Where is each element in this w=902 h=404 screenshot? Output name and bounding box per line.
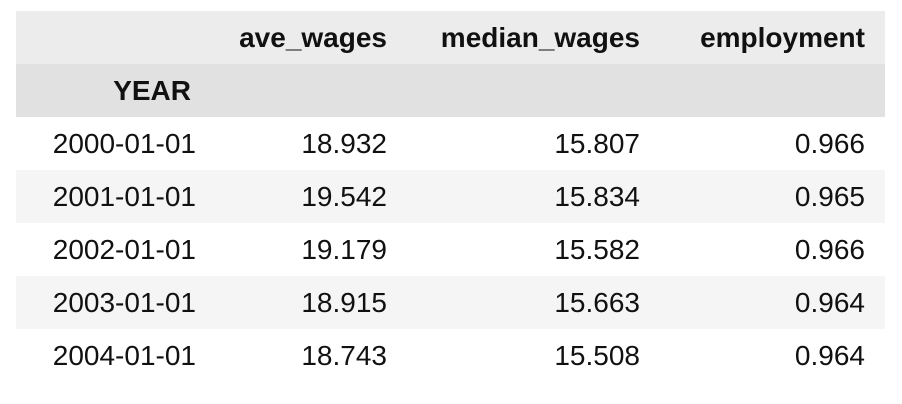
- table-cell: 19.542: [301, 180, 387, 212]
- row-index: 2004-01-01: [52, 339, 196, 371]
- table-row: 2003-01-01 18.915 15.663 0.964: [16, 276, 885, 329]
- table-header: ave_wages median_wages employment YEAR: [16, 11, 885, 117]
- table-cell: 0.966: [794, 233, 865, 265]
- row-index: 2001-01-01: [52, 180, 196, 212]
- row-index: 2003-01-01: [52, 286, 196, 318]
- dataframe-table: ave_wages median_wages employment YEAR 2…: [16, 11, 885, 382]
- table-cell: 18.932: [301, 127, 387, 159]
- table-cell: 18.915: [301, 286, 387, 318]
- dataframe-output: ave_wages median_wages employment YEAR 2…: [16, 11, 885, 382]
- index-name: YEAR: [113, 74, 191, 106]
- table-cell: 15.807: [554, 127, 640, 159]
- corner-cell: [16, 11, 211, 64]
- table-cell: 0.964: [794, 339, 865, 371]
- empty-header-cell: [660, 64, 885, 117]
- column-header: median_wages: [440, 21, 640, 53]
- table-cell: 15.582: [554, 233, 640, 265]
- table-row: 2000-01-01 18.932 15.807 0.966: [16, 117, 885, 170]
- table-cell: 0.965: [794, 180, 865, 212]
- table-row: 2002-01-01 19.179 15.582 0.966: [16, 223, 885, 276]
- table-row: 2001-01-01 19.542 15.834 0.965: [16, 170, 885, 223]
- table-cell: 15.508: [554, 339, 640, 371]
- row-index: 2002-01-01: [52, 233, 196, 265]
- table-cell: 0.966: [794, 127, 865, 159]
- table-cell: 18.743: [301, 339, 387, 371]
- index-name-row: YEAR: [16, 64, 885, 117]
- table-row: 2004-01-01 18.743 15.508 0.964: [16, 329, 885, 382]
- column-header: ave_wages: [239, 21, 387, 53]
- empty-header-cell: [407, 64, 660, 117]
- table-cell: 0.964: [794, 286, 865, 318]
- table-body: 2000-01-01 18.932 15.807 0.966 2001-01-0…: [16, 117, 885, 382]
- table-cell: 15.663: [554, 286, 640, 318]
- column-header-row: ave_wages median_wages employment: [16, 11, 885, 64]
- column-header: employment: [700, 21, 865, 53]
- row-index: 2000-01-01: [52, 127, 196, 159]
- table-cell: 15.834: [554, 180, 640, 212]
- table-cell: 19.179: [301, 233, 387, 265]
- empty-header-cell: [211, 64, 407, 117]
